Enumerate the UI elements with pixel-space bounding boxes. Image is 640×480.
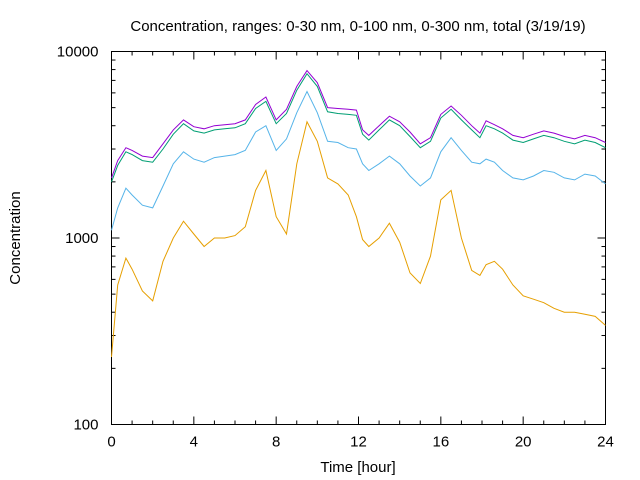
x-axis: 0 4 8 12 16 20 24 (107, 51, 614, 451)
x-tick-label: 8 (272, 434, 280, 451)
series-layer (111, 69, 606, 358)
x-tick-label: 20 (515, 434, 532, 451)
x-tick-label: 4 (190, 434, 198, 451)
y-tick-label: 1000 (65, 230, 98, 247)
y-axis: 100 1000 10000 (57, 44, 606, 434)
y-tick-label: 100 (73, 417, 98, 434)
x-tick-label: 12 (350, 434, 367, 451)
series-line-2 (111, 72, 606, 183)
y-tick-label: 10000 (57, 44, 99, 61)
series-line-4 (111, 120, 606, 358)
y-axis-label: Concentration (7, 191, 24, 284)
series-line-1 (111, 69, 606, 179)
plot-frame (111, 51, 606, 425)
x-tick-label: 24 (597, 434, 614, 451)
chart-title: Concentration, ranges: 0-30 nm, 0-100 nm… (130, 18, 585, 35)
x-tick-label: 16 (432, 434, 449, 451)
x-axis-label: Time [hour] (320, 459, 395, 476)
x-tick-label: 0 (107, 434, 115, 451)
series-line-3 (111, 90, 606, 231)
